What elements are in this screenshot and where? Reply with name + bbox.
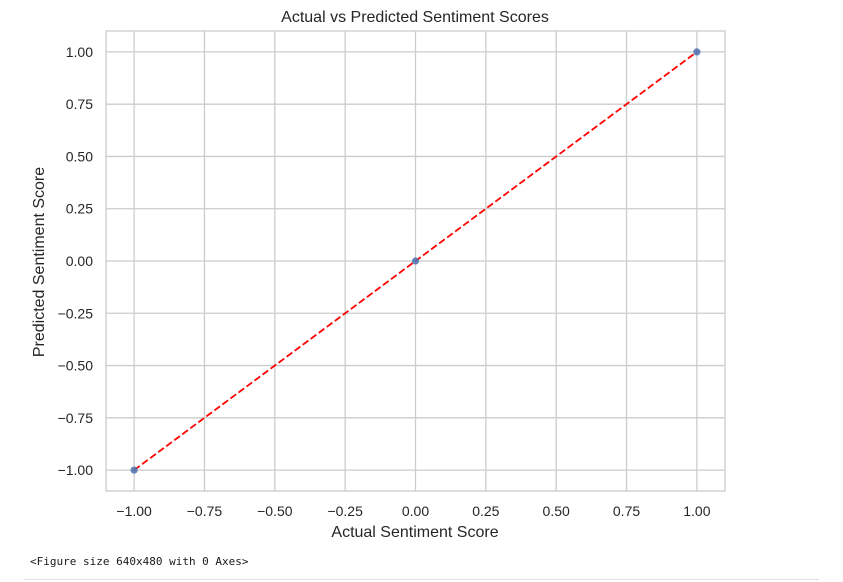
x-tick-label: 0.00 [402, 503, 429, 519]
y-axis-ticks: −1.00 −0.75 −0.50 −0.25 0.00 0.25 0.50 0.75 1.00 [58, 44, 94, 478]
x-tick-label: −0.25 [327, 503, 363, 519]
y-tick-label: 0.50 [66, 148, 93, 164]
x-tick-label: 1.00 [683, 503, 710, 519]
chart-title: Actual vs Predicted Sentiment Scores [281, 9, 549, 26]
x-tick-label: −0.50 [257, 503, 293, 519]
y-tick-label: −0.25 [58, 305, 94, 321]
figure-size-note: <Figure size 640x480 with 0 Axes> [30, 555, 249, 568]
x-tick-label: 0.75 [613, 503, 640, 519]
data-point [130, 466, 138, 474]
x-axis-label: Actual Sentiment Score [331, 524, 498, 541]
data-point [411, 257, 420, 265]
y-tick-label: 0.25 [66, 201, 93, 217]
y-tick-label: −0.50 [58, 358, 94, 374]
plot-frame [105, 30, 726, 492]
data-point [693, 48, 701, 56]
output-divider [24, 579, 819, 580]
y-tick-label: −1.00 [58, 462, 94, 478]
x-tick-label: 0.50 [543, 503, 570, 519]
x-tick-label: −0.75 [187, 503, 223, 519]
y-axis-label: Predicted Sentiment Score [31, 167, 48, 357]
data-points [130, 48, 701, 474]
y-tick-label: 0.75 [66, 96, 93, 112]
y-tick-label: 0.00 [66, 253, 93, 269]
x-axis-ticks: −1.00 −0.75 −0.50 −0.25 0.00 0.25 0.50 0.75 1.00 [116, 503, 710, 519]
x-tick-label: 0.25 [472, 503, 499, 519]
x-tick-label: −1.00 [116, 503, 152, 519]
scatter-chart: −1.00 −0.75 −0.50 −0.25 0.00 0.25 0.50 0.75 1.00… [31, 9, 726, 541]
y-tick-label: −0.75 [58, 410, 94, 426]
y-tick-label: 1.00 [66, 44, 93, 60]
